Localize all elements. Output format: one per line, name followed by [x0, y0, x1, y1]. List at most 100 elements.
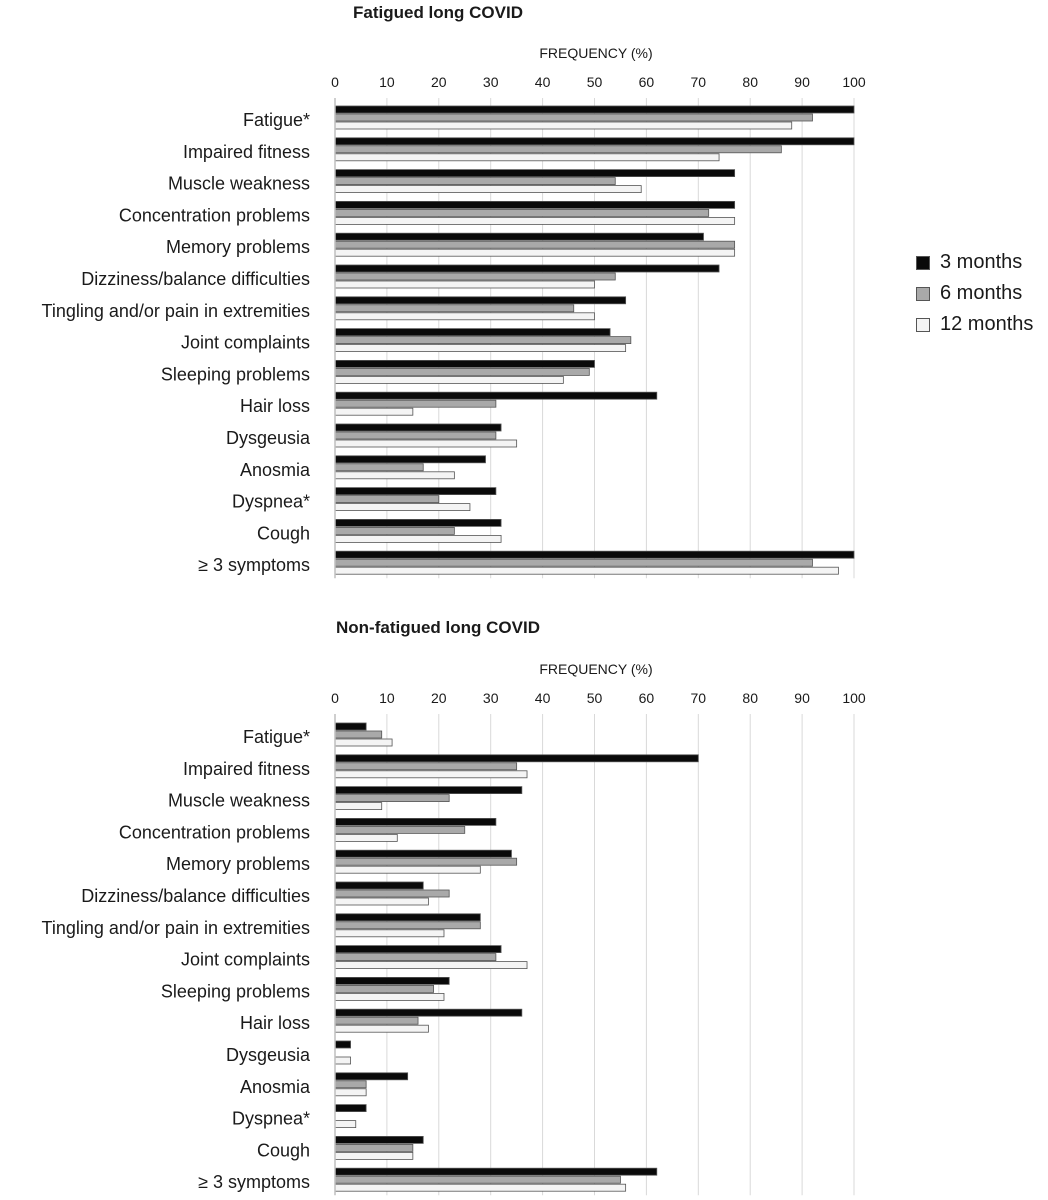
bar-anosmia-3-months [334, 455, 486, 464]
bar-hair-loss-12-months [334, 1024, 429, 1033]
bar-ge-3-symptoms-12-months [334, 1183, 627, 1192]
bar-dysgeusia-12-months [334, 439, 518, 448]
bar-dyspnea-12-months [334, 503, 471, 512]
bar-anosmia-6-months [334, 1080, 367, 1089]
x-tick-label: 80 [742, 690, 758, 706]
category-label-dysgeusia: Dysgeusia [226, 428, 311, 448]
bar-tingling-and-or-pain-in-extremities-6-months [334, 921, 481, 930]
bar-impaired-fitness-12-months [334, 153, 720, 162]
bar-muscle-weakness-3-months [334, 169, 736, 178]
x-tick-label: 0 [331, 690, 339, 706]
bar-dysgeusia-3-months [334, 1040, 351, 1049]
bar-concentration-problems-3-months [334, 200, 736, 209]
bar-ge-3-symptoms-3-months [334, 550, 855, 559]
bar-tingling-and-or-pain-in-extremities-3-months [334, 296, 627, 305]
x-axis-label: FREQUENCY (%) [539, 45, 652, 61]
category-label-hair-loss: Hair loss [240, 396, 310, 416]
bar-impaired-fitness-3-months [334, 754, 699, 763]
legend-swatch-12-months [916, 317, 930, 332]
bar-sleeping-problems-6-months [334, 985, 435, 993]
category-label-concentration-problems: Concentration problems [119, 822, 310, 842]
x-tick-label: 100 [842, 74, 866, 90]
bar-anosmia-3-months [334, 1072, 409, 1081]
bar-concentration-problems-12-months [334, 834, 398, 842]
category-label-sleeping-problems: Sleeping problems [161, 364, 310, 384]
bar-joint-complaints-3-months [334, 328, 611, 337]
bar-joint-complaints-3-months [334, 945, 502, 953]
bar-concentration-problems-6-months [334, 208, 710, 217]
bar-muscle-weakness-6-months [334, 794, 450, 802]
bar-impaired-fitness-6-months [334, 145, 782, 154]
x-tick-label: 90 [794, 74, 810, 90]
bar-hair-loss-6-months [334, 399, 497, 408]
bar-hair-loss-3-months [334, 391, 658, 400]
x-tick-label: 0 [331, 74, 339, 90]
bar-cough-3-months [334, 519, 502, 527]
x-tick-label: 40 [535, 74, 551, 90]
bar-tingling-and-or-pain-in-extremities-6-months [334, 304, 575, 313]
category-label-dyspnea: Dyspnea* [232, 1109, 310, 1129]
bar-dizziness-balance-difficulties-6-months [334, 889, 450, 898]
x-tick-label: 60 [639, 74, 655, 90]
category-label-impaired-fitness: Impaired fitness [183, 759, 310, 779]
bar-fatigue-3-months [334, 722, 367, 731]
bar-memory-problems-12-months [334, 865, 481, 874]
bar-sleeping-problems-3-months [334, 977, 450, 985]
bar-sleeping-problems-12-months [334, 993, 445, 1001]
bar-dizziness-balance-difficulties-3-months [334, 264, 720, 273]
category-label-dizziness-balance-difficulties: Dizziness/balance difficulties [81, 886, 310, 906]
category-label-dysgeusia: Dysgeusia [226, 1045, 311, 1065]
bar-impaired-fitness-6-months [334, 762, 518, 771]
legend-item-6-months: 6 months [916, 278, 1033, 309]
legend: 3 months 6 months 12 months [916, 247, 1033, 340]
bar-impaired-fitness-12-months [334, 770, 528, 779]
x-tick-label: 90 [794, 690, 810, 706]
x-tick-label: 60 [639, 690, 655, 706]
x-tick-label: 10 [379, 74, 395, 90]
bar-impaired-fitness-3-months [334, 137, 855, 146]
bar-hair-loss-3-months [334, 1008, 523, 1017]
bar-dysgeusia-12-months [334, 1056, 351, 1065]
bar-dyspnea-12-months [334, 1120, 357, 1128]
bar-fatigue-6-months [334, 113, 813, 122]
category-label-muscle-weakness: Muscle weakness [168, 791, 310, 811]
bar-muscle-weakness-6-months [334, 177, 616, 186]
bar-anosmia-12-months [334, 471, 455, 480]
x-tick-label: 30 [483, 74, 499, 90]
x-tick-label: 30 [483, 690, 499, 706]
bar-memory-problems-6-months [334, 240, 736, 249]
bar-dizziness-balance-difficulties-6-months [334, 272, 616, 281]
category-label-ge-3-symptoms: ≥ 3 symptoms [198, 555, 310, 575]
bar-anosmia-12-months [334, 1088, 367, 1097]
category-label-muscle-weakness: Muscle weakness [168, 174, 310, 194]
bar-memory-problems-3-months [334, 232, 704, 241]
category-label-fatigue: Fatigue* [243, 110, 310, 130]
bar-anosmia-6-months [334, 463, 424, 472]
x-tick-label: 20 [431, 74, 447, 90]
legend-swatch-3-months [916, 255, 930, 270]
bar-hair-loss-6-months [334, 1016, 419, 1025]
legend-label-3-months: 3 months [940, 251, 1023, 273]
category-label-joint-complaints: Joint complaints [181, 950, 310, 970]
bar-ge-3-symptoms-12-months [334, 566, 839, 575]
bar-cough-3-months [334, 1136, 424, 1144]
bar-sleeping-problems-6-months [334, 367, 590, 376]
legend-swatch-6-months [916, 286, 930, 301]
fatigued-long-covid-chart: Fatigued long COVID FREQUENCY (%) 0 10 20 30 4… [42, 3, 866, 579]
bar-tingling-and-or-pain-in-extremities-3-months [334, 913, 481, 922]
category-label-concentration-problems: Concentration problems [119, 205, 310, 225]
category-label-dyspnea: Dyspnea* [232, 492, 310, 512]
bar-sleeping-problems-3-months [334, 359, 595, 368]
non-fatigued-long-covid-chart: Non-fatigued long COVID FREQUENCY (%) 0 10 2… [42, 618, 866, 1196]
bar-cough-12-months [334, 535, 502, 543]
bar-cough-12-months [334, 1152, 414, 1160]
legend-label-12-months: 12 months [940, 313, 1034, 335]
x-tick-label: 20 [431, 690, 447, 706]
category-label-memory-problems: Memory problems [166, 854, 310, 874]
bar-muscle-weakness-12-months [334, 802, 383, 810]
category-label-ge-3-symptoms: ≥ 3 symptoms [198, 1172, 310, 1192]
category-label-memory-problems: Memory problems [166, 237, 310, 257]
bar-concentration-problems-3-months [334, 818, 497, 826]
bar-dyspnea-6-months [334, 495, 440, 504]
